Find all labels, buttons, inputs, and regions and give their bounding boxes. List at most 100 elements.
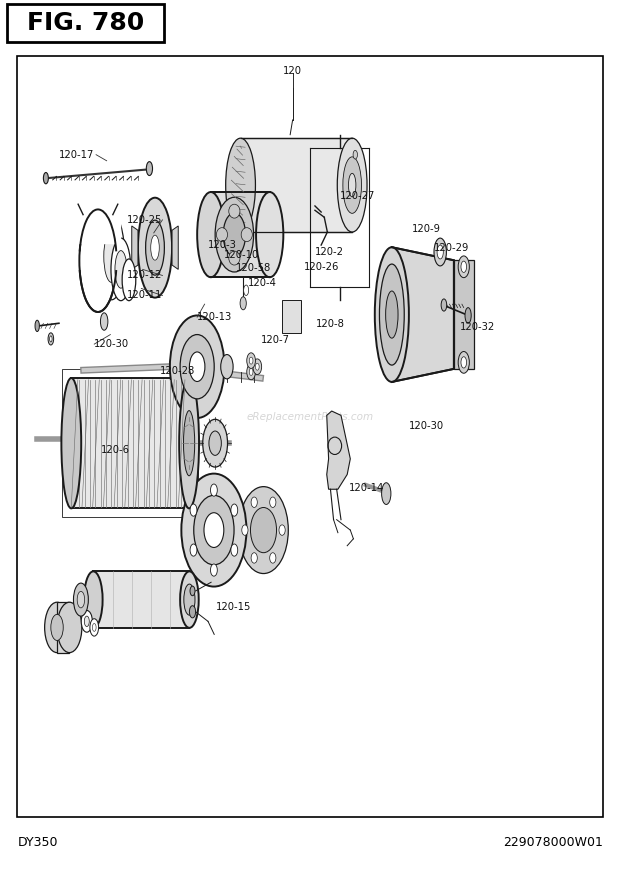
Ellipse shape [78,592,85,608]
Ellipse shape [279,525,285,535]
Polygon shape [327,411,350,489]
Ellipse shape [270,497,276,507]
Ellipse shape [84,572,103,627]
Ellipse shape [79,209,117,312]
Ellipse shape [193,495,234,565]
Ellipse shape [251,553,257,563]
Text: 120-26: 120-26 [304,262,339,272]
Text: 120-14: 120-14 [348,483,384,494]
Text: 120-11: 120-11 [127,290,162,301]
Ellipse shape [190,352,205,381]
Ellipse shape [465,308,471,323]
Ellipse shape [35,320,40,332]
Ellipse shape [223,213,246,256]
Ellipse shape [190,586,195,596]
Ellipse shape [256,192,283,277]
Text: 120-6: 120-6 [100,445,130,455]
Ellipse shape [215,197,254,272]
Ellipse shape [247,353,255,368]
Ellipse shape [84,616,89,627]
Ellipse shape [229,204,240,218]
Text: 120-25: 120-25 [127,215,162,225]
Ellipse shape [184,411,195,476]
Ellipse shape [343,156,361,213]
Ellipse shape [190,544,197,556]
Ellipse shape [239,487,288,574]
Text: 120-10: 120-10 [224,249,259,260]
Ellipse shape [61,378,81,508]
Ellipse shape [50,335,52,342]
Ellipse shape [253,359,262,375]
Ellipse shape [92,624,96,631]
Ellipse shape [146,162,153,176]
Ellipse shape [221,355,233,379]
Text: 120-8: 120-8 [316,319,345,329]
Ellipse shape [249,357,253,364]
Ellipse shape [180,572,198,627]
Bar [76,200,120,243]
Ellipse shape [51,614,63,640]
Ellipse shape [226,138,255,232]
Ellipse shape [190,504,197,516]
Polygon shape [392,247,454,382]
Ellipse shape [115,250,127,289]
Ellipse shape [184,584,195,615]
Text: 120-13: 120-13 [197,312,232,322]
Ellipse shape [204,513,224,547]
Ellipse shape [81,610,92,633]
Ellipse shape [43,172,48,184]
Ellipse shape [437,245,443,259]
Ellipse shape [210,564,217,576]
Polygon shape [131,226,138,269]
Ellipse shape [181,474,246,587]
Text: 120-27: 120-27 [340,190,375,201]
Ellipse shape [461,261,467,272]
Polygon shape [57,602,69,653]
Text: 120: 120 [283,66,302,76]
Ellipse shape [104,230,120,282]
Text: 120-15: 120-15 [216,601,251,612]
Ellipse shape [249,368,253,375]
Text: 120-17: 120-17 [59,149,94,160]
Ellipse shape [386,291,398,338]
Ellipse shape [216,228,228,242]
Ellipse shape [374,247,409,381]
Text: 120-7: 120-7 [261,335,290,345]
Text: 120-30: 120-30 [94,339,130,349]
Ellipse shape [180,335,215,399]
Ellipse shape [458,352,469,374]
Ellipse shape [241,228,252,242]
Bar [17,56,603,817]
Polygon shape [241,138,352,232]
Polygon shape [71,378,189,508]
Ellipse shape [170,315,224,418]
Text: 120-4: 120-4 [248,278,277,289]
Polygon shape [211,192,270,277]
Bar [282,300,301,333]
Ellipse shape [90,619,99,636]
Ellipse shape [461,357,467,368]
Ellipse shape [255,363,259,370]
Text: FIG. 780: FIG. 780 [27,11,144,35]
Ellipse shape [122,259,136,301]
Text: 229078000W01: 229078000W01 [503,837,603,849]
Text: DY350: DY350 [17,837,58,849]
Ellipse shape [240,297,246,310]
Ellipse shape [203,420,228,468]
Ellipse shape [57,602,82,653]
Ellipse shape [111,238,131,301]
Ellipse shape [337,138,367,232]
Ellipse shape [379,264,404,365]
Ellipse shape [353,150,358,159]
Ellipse shape [242,525,248,535]
Text: 120-3: 120-3 [208,240,237,250]
Text: 120-30: 120-30 [409,421,445,431]
Ellipse shape [434,238,446,266]
Ellipse shape [45,602,69,653]
Ellipse shape [348,174,356,196]
Polygon shape [454,261,474,368]
Ellipse shape [382,482,391,504]
Text: 120-2: 120-2 [315,247,344,257]
Bar [62,369,198,517]
Ellipse shape [229,251,240,265]
